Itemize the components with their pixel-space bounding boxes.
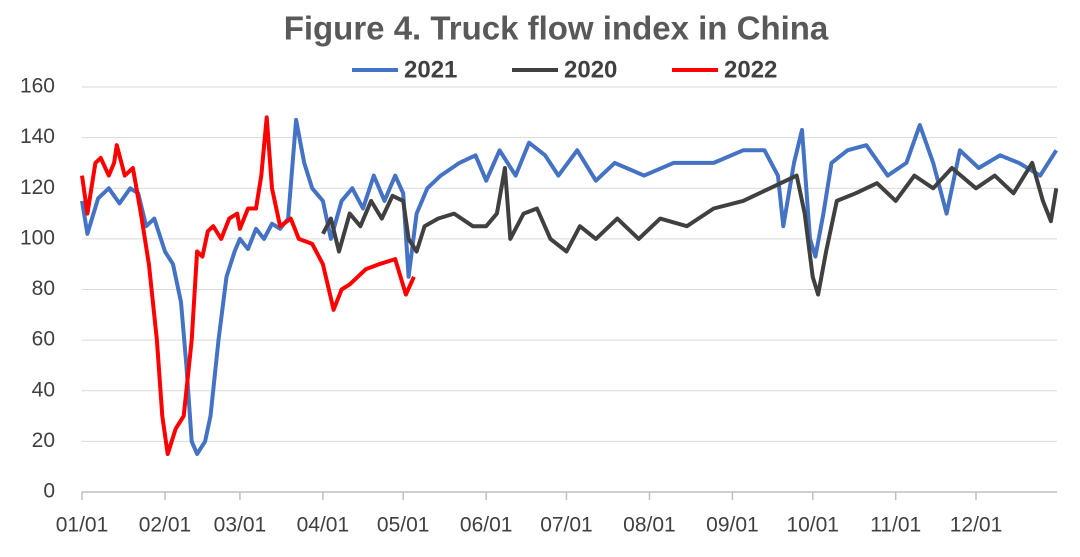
chart-title: Figure 4. Truck flow index in China xyxy=(284,10,829,47)
series-line xyxy=(80,117,1058,456)
x-tick-label: 04/01 xyxy=(297,514,350,537)
x-tick-label: 06/01 xyxy=(460,514,513,537)
y-tick-label: 60 xyxy=(32,328,55,351)
x-tick-label: 03/01 xyxy=(214,514,267,537)
legend-label: 2021 xyxy=(404,56,457,83)
x-tick-label: 08/01 xyxy=(623,514,676,537)
y-tick-label: 120 xyxy=(20,176,55,199)
y-tick-label: 80 xyxy=(32,277,55,300)
y-tick-label: 0 xyxy=(43,480,55,503)
y-tick-label: 100 xyxy=(20,226,55,249)
x-tick-label: 09/01 xyxy=(706,514,759,537)
x-tick-label: 07/01 xyxy=(540,514,593,537)
x-tick-label: 02/01 xyxy=(139,514,192,537)
legend-label: 2020 xyxy=(564,56,617,83)
x-tick-label: 11/01 xyxy=(870,514,921,537)
y-tick-label: 40 xyxy=(32,378,55,401)
series-line xyxy=(80,115,416,456)
x-tick-label: 05/01 xyxy=(377,514,430,537)
y-tick-label: 20 xyxy=(32,429,55,452)
y-tick-label: 160 xyxy=(20,75,55,98)
x-tick-label: 10/01 xyxy=(786,514,839,537)
y-tick-label: 140 xyxy=(20,125,55,148)
x-tick-label: 12/01 xyxy=(950,514,1003,537)
legend: 2021 2020 2022 xyxy=(352,56,777,83)
x-tick-label: 01/01 xyxy=(56,514,109,537)
series-line xyxy=(321,160,1059,297)
legend-label: 2022 xyxy=(724,56,777,83)
